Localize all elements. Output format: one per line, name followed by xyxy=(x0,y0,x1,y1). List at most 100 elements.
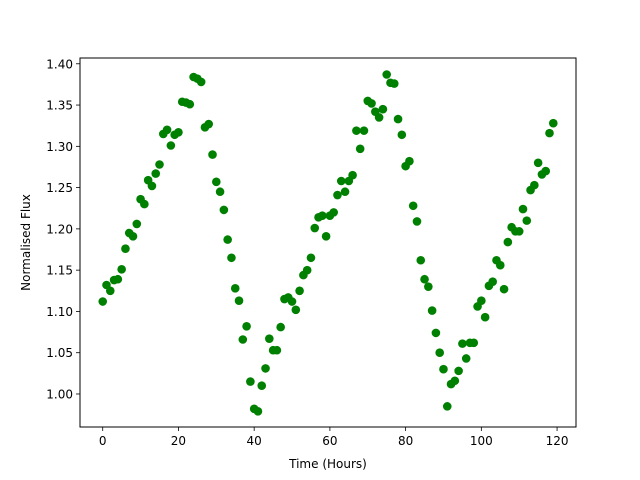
data-point xyxy=(397,130,407,140)
data-point xyxy=(261,364,270,373)
data-point xyxy=(367,99,376,108)
x-tick-label: 60 xyxy=(322,434,337,448)
x-tick-label: 80 xyxy=(398,434,413,448)
data-point xyxy=(518,204,528,214)
y-tick-label: 1.00 xyxy=(46,387,73,401)
data-point xyxy=(340,187,350,197)
data-point xyxy=(408,201,418,211)
data-point xyxy=(215,187,225,197)
plot-area xyxy=(79,57,577,428)
data-point xyxy=(242,321,251,331)
data-point xyxy=(121,244,130,253)
data-point xyxy=(212,177,221,187)
data-point xyxy=(461,354,471,363)
data-point xyxy=(378,104,388,114)
data-point xyxy=(147,181,157,191)
data-point xyxy=(427,306,437,315)
data-point xyxy=(530,180,539,190)
data-point xyxy=(477,296,486,306)
data-point xyxy=(223,235,232,244)
x-tick-label: 0 xyxy=(99,434,107,448)
y-axis-label: Normalised Flux xyxy=(19,194,33,291)
data-point xyxy=(416,255,426,265)
data-point xyxy=(374,113,384,122)
data-point xyxy=(208,150,217,159)
data-point xyxy=(113,274,123,284)
data-point xyxy=(469,338,479,348)
y-axis-ticks: 1.00 1.05 1.10 1.15 1.20 1.25 1.30 1.35 1.40 xyxy=(46,57,80,401)
data-point xyxy=(336,176,346,186)
data-points xyxy=(98,70,558,416)
data-point xyxy=(287,297,297,306)
data-point xyxy=(548,118,558,128)
data-point xyxy=(499,284,509,294)
data-point xyxy=(132,219,142,229)
data-point xyxy=(162,125,172,135)
y-tick-label: 1.15 xyxy=(46,264,73,278)
data-point xyxy=(329,208,338,217)
data-point xyxy=(227,253,236,263)
data-point xyxy=(454,366,463,376)
x-tick-label: 20 xyxy=(171,434,186,448)
data-point xyxy=(238,335,248,344)
data-point xyxy=(302,265,312,275)
data-point xyxy=(389,79,399,88)
data-point xyxy=(128,232,138,241)
y-tick-label: 1.10 xyxy=(46,305,73,319)
data-point xyxy=(257,381,267,391)
data-point xyxy=(291,305,301,315)
data-point xyxy=(166,141,176,150)
data-point xyxy=(352,126,361,135)
data-point xyxy=(480,312,490,322)
x-tick-label: 120 xyxy=(546,434,569,448)
data-point xyxy=(439,364,448,374)
y-tick-label: 1.30 xyxy=(46,140,73,154)
data-point xyxy=(265,334,274,343)
data-point xyxy=(393,114,403,124)
data-point xyxy=(431,328,441,338)
data-point xyxy=(272,345,282,355)
data-point xyxy=(140,199,149,209)
data-point xyxy=(348,170,357,180)
data-point xyxy=(541,166,551,176)
data-point xyxy=(219,205,229,215)
data-point xyxy=(533,158,543,168)
data-point xyxy=(155,160,164,169)
x-tick-label: 40 xyxy=(247,434,262,448)
data-point xyxy=(295,286,304,296)
data-point xyxy=(185,99,195,109)
data-point xyxy=(355,144,365,154)
data-point xyxy=(174,128,183,137)
data-point xyxy=(253,407,263,416)
data-point xyxy=(230,284,240,293)
data-point xyxy=(382,70,391,79)
data-point xyxy=(333,190,342,200)
data-point xyxy=(359,126,369,135)
data-point xyxy=(105,286,115,296)
data-point xyxy=(412,217,422,226)
data-point xyxy=(545,128,554,138)
data-point xyxy=(458,339,467,348)
data-point xyxy=(522,216,532,225)
data-point xyxy=(420,274,429,284)
data-point xyxy=(495,260,505,270)
data-point xyxy=(276,322,285,332)
y-tick-label: 1.20 xyxy=(46,222,73,236)
data-point xyxy=(503,237,513,247)
data-point xyxy=(318,211,327,220)
x-axis-label: Time (Hours) xyxy=(288,457,367,471)
data-point xyxy=(488,277,498,287)
data-point xyxy=(306,253,316,263)
data-point xyxy=(117,265,126,274)
y-tick-label: 1.35 xyxy=(46,99,73,113)
data-point xyxy=(151,169,161,178)
data-point xyxy=(246,377,255,386)
data-point xyxy=(424,282,433,291)
data-point xyxy=(442,402,452,411)
data-point xyxy=(514,227,524,236)
y-tick-label: 1.25 xyxy=(46,181,73,195)
data-point xyxy=(98,297,108,306)
data-point xyxy=(435,348,444,358)
data-point xyxy=(405,156,414,166)
